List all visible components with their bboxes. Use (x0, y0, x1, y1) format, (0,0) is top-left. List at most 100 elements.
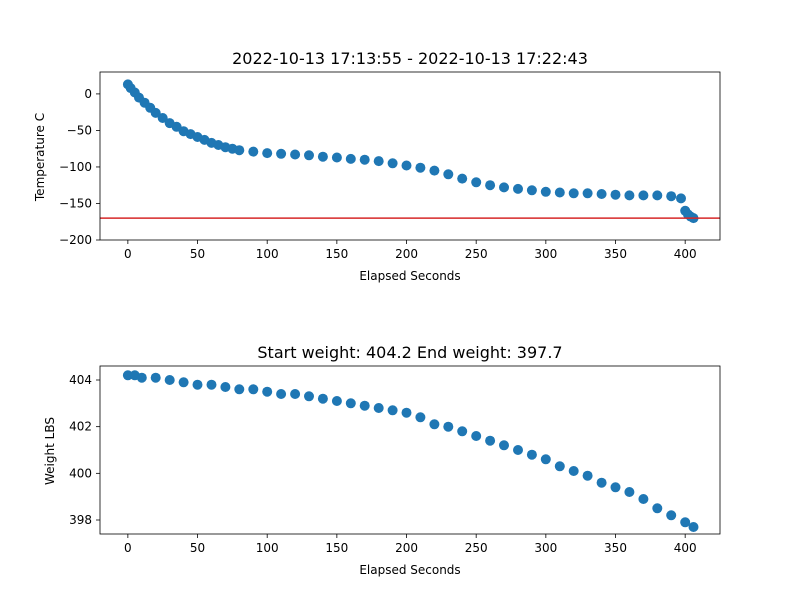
temperature-data-point (262, 148, 273, 159)
weight-data-point (290, 389, 301, 399)
weight-data-point (443, 421, 454, 432)
temperature-data-point (248, 146, 259, 157)
weight-x-tick-label: 400 (674, 541, 697, 555)
temperature-x-tick-label: 400 (674, 247, 697, 261)
weight-data-point (234, 384, 245, 395)
weight-data-point (429, 419, 440, 430)
weight-data-point (568, 466, 579, 476)
weight-data-point (457, 426, 468, 437)
temperature-x-tick-label: 150 (325, 247, 348, 261)
weight-data-point (415, 412, 426, 423)
temperature-chart-title: 2022-10-13 17:13:55 - 2022-10-13 17:22:4… (232, 49, 588, 68)
temperature-x-axis-label: Elapsed Seconds (359, 269, 460, 283)
weight-data-point (610, 482, 621, 493)
weight-data-point (680, 517, 691, 528)
temperature-data-point (638, 190, 649, 201)
temperature-y-tick-label: −150 (59, 196, 92, 210)
temperature-data-point (540, 186, 551, 197)
weight-data-point (666, 510, 677, 521)
weight-data-point (373, 403, 384, 413)
temperature-data-point (150, 107, 161, 118)
temperature-data-point (415, 162, 426, 173)
weight-data-point (526, 449, 537, 460)
weight-data-point (688, 522, 699, 532)
temperature-data-point (676, 193, 686, 204)
temperature-data-point (568, 188, 579, 199)
weight-data-point (164, 375, 175, 385)
weight-data-point (192, 379, 203, 390)
temperature-data-point (157, 113, 168, 123)
weight-data-point (122, 370, 133, 381)
weight-data-point (401, 407, 412, 418)
weight-x-tick-label: 0 (124, 541, 132, 555)
weight-data-point (638, 494, 649, 504)
weight-x-tick-label: 300 (534, 541, 557, 555)
weight-chart-title: Start weight: 404.2 End weight: 397.7 (257, 343, 562, 362)
weight-data-point (540, 454, 551, 465)
temperature-x-tick-label: 350 (604, 247, 627, 261)
weight-data-point (136, 372, 147, 383)
weight-data-point (345, 398, 356, 409)
temperature-data-point (304, 150, 314, 161)
weight-axes-frame (99, 365, 721, 535)
weight-x-axis-label: Elapsed Seconds (359, 563, 460, 577)
temperature-data-point (596, 189, 607, 199)
temperature-data-point (666, 191, 677, 202)
weight-x-tick-label: 150 (325, 541, 348, 555)
temperature-y-tick-label: −200 (59, 233, 92, 247)
weight-y-axis-label: Weight LBS (43, 417, 57, 485)
weight-y-tick-label: 398 (69, 513, 92, 527)
temperature-data-point (610, 189, 621, 200)
temperature-chart: 2022-10-13 17:13:55 - 2022-10-13 17:22:4… (33, 49, 721, 283)
weight-data-point (206, 379, 217, 390)
temperature-data-point (457, 173, 468, 184)
weight-x-tick-label: 350 (604, 541, 627, 555)
weight-data-point (331, 396, 342, 406)
weight-data-point (554, 461, 565, 472)
temperature-data-point (443, 169, 454, 180)
weight-data-point (624, 487, 635, 497)
temperature-data-point (526, 185, 537, 196)
temperature-data-point (554, 187, 565, 198)
weight-y-tick-label: 400 (69, 466, 92, 480)
temperature-data-point (582, 188, 593, 199)
weight-data-point (276, 389, 287, 399)
temperature-data-point (331, 152, 342, 163)
weight-y-tick-label: 404 (69, 373, 92, 387)
temperature-data-point (359, 154, 370, 165)
weight-data-point (248, 384, 259, 395)
temperature-data-point (471, 177, 482, 188)
temperature-x-tick-label: 200 (395, 247, 418, 261)
weight-data-point (596, 477, 607, 488)
weight-data-point (485, 435, 496, 446)
temperature-data-points (122, 79, 699, 224)
weight-data-point (317, 393, 328, 404)
weight-data-point (513, 445, 523, 455)
weight-data-point (387, 405, 398, 416)
weight-data-point (178, 377, 189, 388)
weight-data-point (652, 503, 663, 514)
temperature-y-axis-label: Temperature C (33, 113, 47, 202)
temperature-data-point (401, 160, 412, 171)
weight-data-point (471, 431, 482, 441)
weight-x-tick-label: 50 (190, 541, 205, 555)
temperature-y-tick-label: −100 (59, 160, 92, 174)
temperature-x-tick-label: 50 (190, 247, 205, 261)
weight-data-point (262, 386, 273, 397)
temperature-x-tick-label: 100 (256, 247, 279, 261)
weight-chart: Start weight: 404.2 End weight: 397.7 El… (43, 343, 721, 577)
temperature-data-point (513, 183, 523, 194)
temperature-data-point (276, 148, 287, 159)
temperature-y-tick-label: −50 (67, 123, 92, 137)
weight-data-point (304, 391, 314, 402)
temperature-data-point (499, 182, 509, 193)
temperature-data-point (345, 153, 356, 164)
temperature-data-point (485, 180, 496, 191)
weight-x-tick-label: 200 (395, 541, 418, 555)
weight-x-tick-label: 250 (465, 541, 488, 555)
temperature-x-tick-label: 0 (124, 247, 132, 261)
temperature-data-point (624, 190, 635, 201)
weight-data-point (150, 372, 161, 383)
